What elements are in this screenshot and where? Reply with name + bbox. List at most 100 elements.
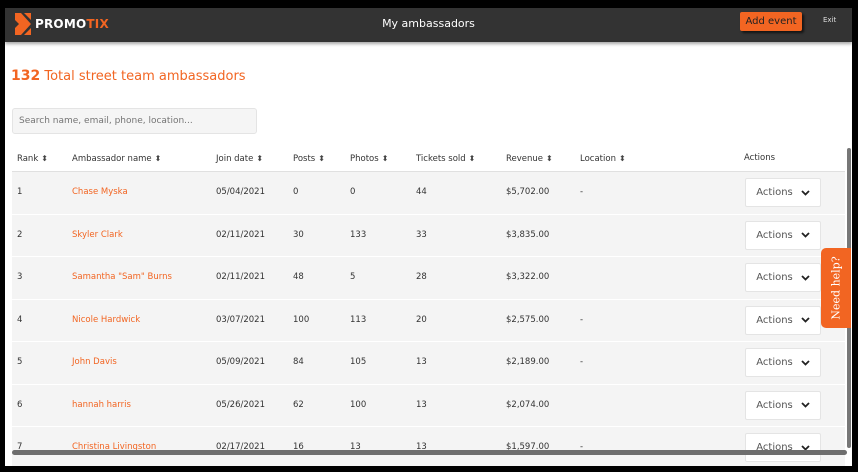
cell-revenue: $2,189.00 (506, 357, 550, 367)
cell-revenue: $3,322.00 (506, 272, 550, 282)
exit-link[interactable]: Exit (823, 16, 837, 24)
column-header-join-date[interactable]: Join date ⬍ (216, 148, 263, 171)
cell-posts: 62 (293, 399, 304, 410)
cell-join: 02/11/2021 (216, 272, 265, 282)
cell-revenue: $5,702.00 (506, 187, 550, 197)
logo-text: PROMOTIX (35, 17, 109, 31)
cell-tickets: 13 (416, 357, 427, 367)
cell-rank: 7 (17, 442, 23, 452)
ambassador-name-link[interactable]: John Davis (72, 357, 117, 367)
column-label: Ambassador name (72, 154, 152, 164)
actions-dropdown[interactable]: Actions (745, 263, 821, 292)
chevron-down-icon (801, 232, 810, 238)
table-row: 1 Chase Myska 05/04/2021 0 0 44 $5,702.00 - Acti… (12, 172, 845, 215)
actions-label: Actions (756, 314, 793, 326)
actions-label: Actions (756, 357, 793, 368)
column-header-posts[interactable]: Posts ⬍ (293, 148, 325, 171)
column-header-photos[interactable]: Photos ⬍ (350, 148, 388, 171)
actions-label: Actions (756, 229, 793, 241)
cell-join: 03/07/2021 (216, 314, 265, 325)
column-header-ambassador-name[interactable]: Ambassador name ⬍ (72, 148, 161, 171)
sort-icon[interactable]: ⬍ (618, 154, 626, 163)
actions-label: Actions (756, 442, 793, 453)
app-window: PROMOTIX My ambassadors Add event Exit 1… (5, 8, 852, 466)
logo[interactable]: PROMOTIX (15, 13, 109, 35)
column-label: Rank (17, 154, 39, 164)
cell-tickets: 20 (416, 314, 427, 325)
column-header-rank[interactable]: Rank ⬍ (17, 148, 48, 171)
cell-rank: 2 (17, 229, 23, 240)
ambassadors-table: Rank ⬍ Ambassador name ⬍ Join date ⬍ Posts ⬍ Pho… (12, 148, 845, 466)
sort-icon[interactable]: ⬍ (154, 154, 162, 163)
table-header: Rank ⬍ Ambassador name ⬍ Join date ⬍ Posts ⬍ Pho… (12, 148, 845, 172)
column-header-tickets-sold[interactable]: Tickets sold ⬍ (416, 148, 475, 171)
cell-join: 05/09/2021 (216, 357, 265, 367)
actions-dropdown[interactable]: Actions (745, 220, 821, 250)
sort-icon[interactable]: ⬍ (318, 154, 325, 163)
column-label: Actions (744, 153, 776, 163)
ambassador-name-link[interactable]: Nicole Hardwick (72, 314, 141, 325)
cell-posts: 84 (293, 357, 304, 367)
cell-rank: 6 (17, 399, 23, 410)
need-help-tab[interactable]: Need help? (821, 248, 851, 328)
ambassador-name-link[interactable]: Skyler Clark (72, 229, 123, 240)
column-header-revenue[interactable]: Revenue ⬍ (506, 148, 553, 171)
cell-join: 02/11/2021 (216, 229, 265, 240)
column-label: Tickets sold (416, 154, 466, 164)
table-row: 6 hannah harris 05/26/2021 62 100 13 $2,074.00… (12, 384, 845, 427)
ambassador-name-link[interactable]: Chase Myska (72, 187, 128, 197)
cell-tickets: 13 (416, 442, 427, 452)
cell-revenue: $1,597.00 (506, 442, 550, 452)
table-row: 2 Skyler Clark 02/11/2021 30 133 33 $3,835.00 A… (12, 214, 845, 257)
actions-dropdown[interactable]: Actions (745, 178, 821, 207)
sort-icon[interactable]: ⬍ (468, 154, 476, 163)
cell-posts: 0 (293, 187, 299, 197)
table-row: 4 Nicole Hardwick 03/07/2021 100 113 20 $2,575… (12, 299, 845, 342)
table-body: 1 Chase Myska 05/04/2021 0 0 44 $5,702.00 - Acti… (12, 172, 845, 466)
column-label: Revenue (506, 154, 544, 164)
cell-posts: 48 (293, 272, 304, 282)
actions-label: Actions (756, 272, 793, 283)
cell-location: - (580, 187, 584, 197)
cell-rank: 1 (17, 187, 23, 197)
table-row: 5 John Davis 05/09/2021 84 105 13 $2,189.00 - Ac… (12, 342, 845, 385)
actions-dropdown[interactable]: Actions (745, 348, 821, 377)
cell-rank: 5 (17, 357, 23, 367)
ambassador-name-link[interactable]: Christina Livingston (72, 442, 157, 452)
column-label: Photos (350, 154, 379, 164)
actions-dropdown[interactable]: Actions (745, 433, 821, 462)
cell-join: 05/26/2021 (216, 399, 265, 410)
chevron-down-icon (801, 444, 810, 451)
cell-tickets: 13 (416, 399, 427, 410)
sort-icon[interactable]: ⬍ (256, 154, 264, 163)
table-row: 7 Christina Livingston 02/17/2021 16 13 13 $1,… (12, 427, 845, 466)
ambassador-total: 132 Total street team ambassadors (11, 68, 246, 84)
sort-icon[interactable]: ⬍ (546, 154, 553, 163)
cell-location: - (580, 314, 584, 325)
add-event-button[interactable]: Add event (740, 12, 802, 31)
ambassador-name-link[interactable]: Samantha "Sam" Burns (72, 272, 172, 282)
cell-photos: 105 (350, 357, 367, 367)
chevron-down-icon (801, 274, 810, 281)
horizontal-scrollbar[interactable] (12, 450, 847, 455)
actions-dropdown[interactable]: Actions (745, 390, 821, 420)
total-count: 132 (11, 68, 41, 84)
column-label: Posts (293, 154, 316, 164)
promotix-logo-icon (15, 13, 31, 35)
search-input[interactable] (12, 108, 257, 134)
cell-tickets: 44 (416, 187, 427, 197)
cell-revenue: $3,835.00 (506, 229, 550, 240)
sort-icon[interactable]: ⬍ (381, 154, 389, 163)
ambassador-name-link[interactable]: hannah harris (72, 399, 131, 410)
actions-dropdown[interactable]: Actions (745, 305, 821, 335)
column-label: Location (580, 154, 616, 164)
cell-tickets: 28 (416, 272, 427, 282)
column-header-location[interactable]: Location ⬍ (580, 148, 626, 171)
cell-posts: 30 (293, 229, 304, 240)
cell-revenue: $2,575.00 (506, 314, 550, 325)
cell-photos: 133 (350, 229, 367, 240)
chevron-down-icon (801, 359, 810, 366)
cell-photos: 0 (350, 187, 356, 197)
page-title: My ambassadors (382, 17, 475, 30)
sort-icon[interactable]: ⬍ (41, 154, 48, 163)
